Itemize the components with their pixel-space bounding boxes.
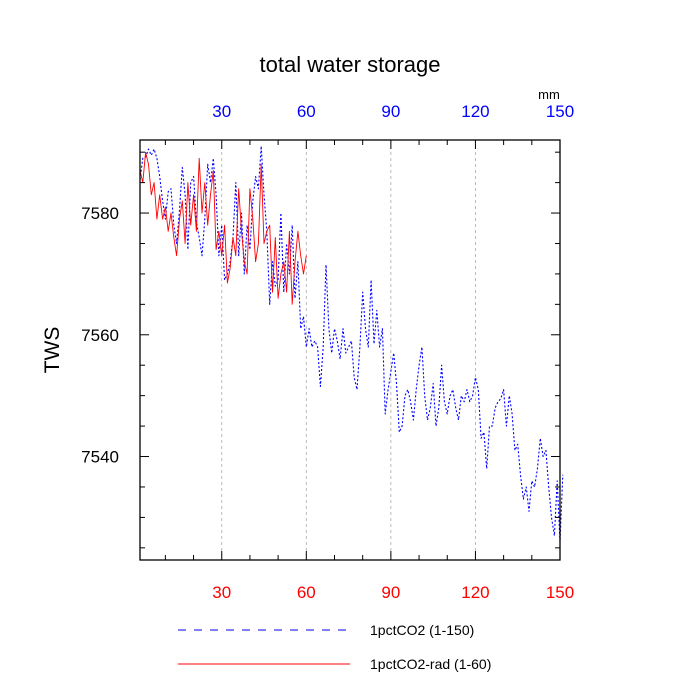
y-axis-label: TWS <box>41 327 64 374</box>
plot-frame <box>139 139 561 561</box>
x-tick-label-top: 90 <box>381 102 400 121</box>
x-tick-label-bottom: 150 <box>546 583 574 602</box>
series-line-1 <box>139 145 564 543</box>
x-tick-label-bottom: 30 <box>212 583 231 602</box>
x-tick-label-bottom: 90 <box>381 583 400 602</box>
legend: 1pctCO2 (1-150) 1pctCO2-rad (1-60) <box>178 622 491 672</box>
series-line-2 <box>139 151 307 305</box>
x-tick-label-bottom: 60 <box>297 583 316 602</box>
chart-title: total water storage <box>260 52 441 77</box>
x-tick-label-top: 150 <box>546 102 574 121</box>
x-tick-label-top: 120 <box>461 102 489 121</box>
grid-lines <box>221 140 476 560</box>
y-tick-label: 7540 <box>81 448 119 467</box>
series-layer <box>139 145 564 543</box>
y-tick-label: 7580 <box>81 204 119 223</box>
tick-marks <box>140 140 561 560</box>
x-tick-label-top: 30 <box>212 102 231 121</box>
x-tick-label-top: 60 <box>297 102 316 121</box>
legend-label-1: 1pctCO2 (1-150) <box>370 622 474 638</box>
top-axis-unit: mm <box>538 87 560 102</box>
y-tick-label: 7560 <box>81 326 119 345</box>
legend-label-2: 1pctCO2-rad (1-60) <box>370 656 491 672</box>
x-tick-label-bottom: 120 <box>461 583 489 602</box>
tick-labels: 30 30 60 60 90 90 120 120 150 150 7540 7560 7580 <box>81 102 574 602</box>
